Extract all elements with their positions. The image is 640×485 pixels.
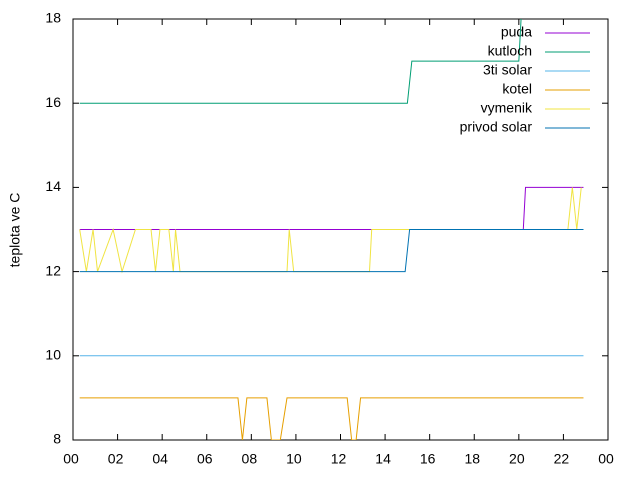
y-tick-label: 18 bbox=[45, 10, 61, 26]
series-line bbox=[79, 19, 522, 104]
y-tick-label: 8 bbox=[53, 431, 61, 447]
x-tick-label: 16 bbox=[420, 451, 436, 467]
x-tick-label: 00 bbox=[63, 451, 79, 467]
legend-label: kotel bbox=[502, 81, 532, 97]
series-line bbox=[79, 229, 584, 273]
x-tick-label: 20 bbox=[509, 451, 525, 467]
x-tick-label: 18 bbox=[464, 451, 480, 467]
y-axis-label: teplota ve C bbox=[7, 193, 23, 268]
x-tick-label: 10 bbox=[286, 451, 302, 467]
x-tick-label: 02 bbox=[108, 451, 124, 467]
x-tick-label: 04 bbox=[152, 451, 168, 467]
y-tick-label: 12 bbox=[45, 262, 61, 278]
x-tick-label: 14 bbox=[375, 451, 391, 467]
legend-label: kutloch bbox=[488, 43, 532, 59]
series-line bbox=[79, 186, 584, 230]
legend-label: privod solar bbox=[460, 119, 533, 135]
y-tick-label: 14 bbox=[45, 178, 61, 194]
x-tick-label: 22 bbox=[554, 451, 570, 467]
y-tick-label: 16 bbox=[45, 94, 61, 110]
x-tick-label: 12 bbox=[331, 451, 347, 467]
y-tick-label: 10 bbox=[45, 347, 61, 363]
legend-label: 3ti solar bbox=[483, 62, 532, 78]
x-tick-label: 00 bbox=[598, 451, 614, 467]
legend-label: vymenik bbox=[481, 100, 533, 116]
legend-label: puda bbox=[501, 24, 532, 40]
x-tick-label: 08 bbox=[242, 451, 258, 467]
series-line bbox=[79, 397, 584, 440]
x-tick-label: 06 bbox=[197, 451, 213, 467]
